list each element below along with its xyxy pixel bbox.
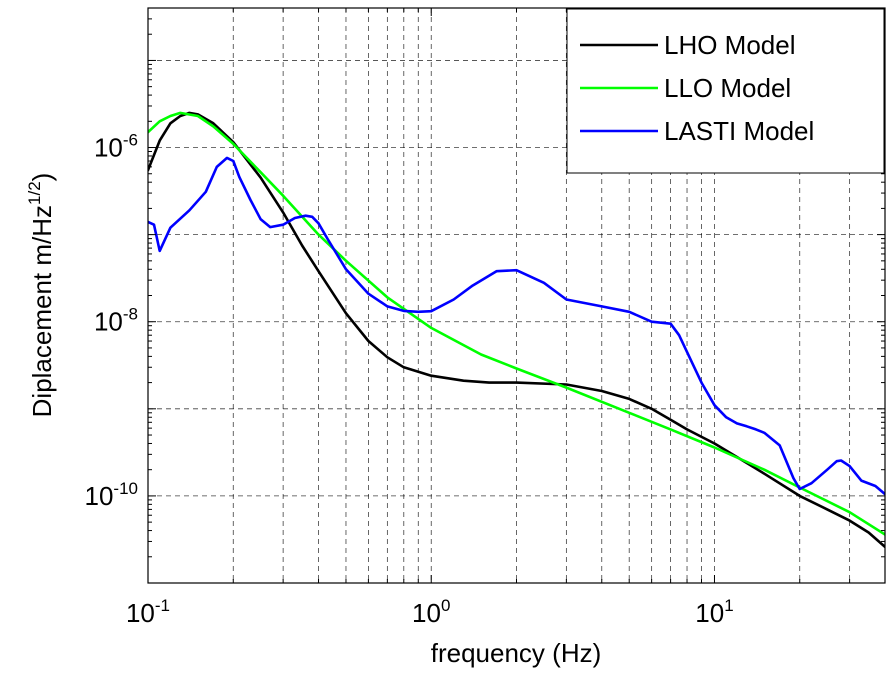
y-axis-title-superscript: 1/2 <box>25 181 44 205</box>
series-group <box>148 111 885 549</box>
y-tick-base: 10 <box>94 307 123 337</box>
legend-label: LASTI Model <box>664 116 814 146</box>
x-tick-exponent: 1 <box>724 596 733 615</box>
x-tick-base: 10 <box>126 598 155 628</box>
y-tick-base: 10 <box>94 133 123 163</box>
x-tick-base: 10 <box>412 598 441 628</box>
x-tick-exponent: -1 <box>155 596 170 615</box>
series-line-llo-model <box>148 111 885 536</box>
series-line-lasti-model <box>148 156 885 496</box>
y-axis-title-close: ) <box>27 173 57 182</box>
x-tick-exponent: 0 <box>441 596 450 615</box>
legend-items: LHO Model LLO Model LASTI Model <box>580 30 814 146</box>
x-tick-label: 100 <box>412 596 450 628</box>
y-tick-exponent: -10 <box>113 479 138 498</box>
y-tick-label: 10-8 <box>94 305 138 337</box>
x-tick-label: 10-1 <box>126 596 170 628</box>
x-axis-title: frequency (Hz) <box>431 638 602 668</box>
legend-box <box>566 8 885 174</box>
legend: LHO Model LLO Model LASTI Model <box>566 8 885 174</box>
y-tick-base: 10 <box>85 481 114 511</box>
x-tick-label: 101 <box>695 596 733 628</box>
y-tick-exponent: -6 <box>123 131 138 150</box>
y-tick-exponent: -8 <box>123 305 138 324</box>
grid-lines <box>148 8 885 583</box>
y-axis-title: Diplacement m/Hz1/2) <box>25 173 57 418</box>
y-tick-label: 10-6 <box>94 131 138 163</box>
y-axis-title-main: Diplacement m/Hz <box>27 205 57 417</box>
legend-label: LLO Model <box>664 73 791 103</box>
y-tick-label: 10-10 <box>85 479 139 511</box>
x-tick-base: 10 <box>695 598 724 628</box>
series-line-lho-model <box>148 111 885 549</box>
legend-label: LHO Model <box>664 30 796 60</box>
